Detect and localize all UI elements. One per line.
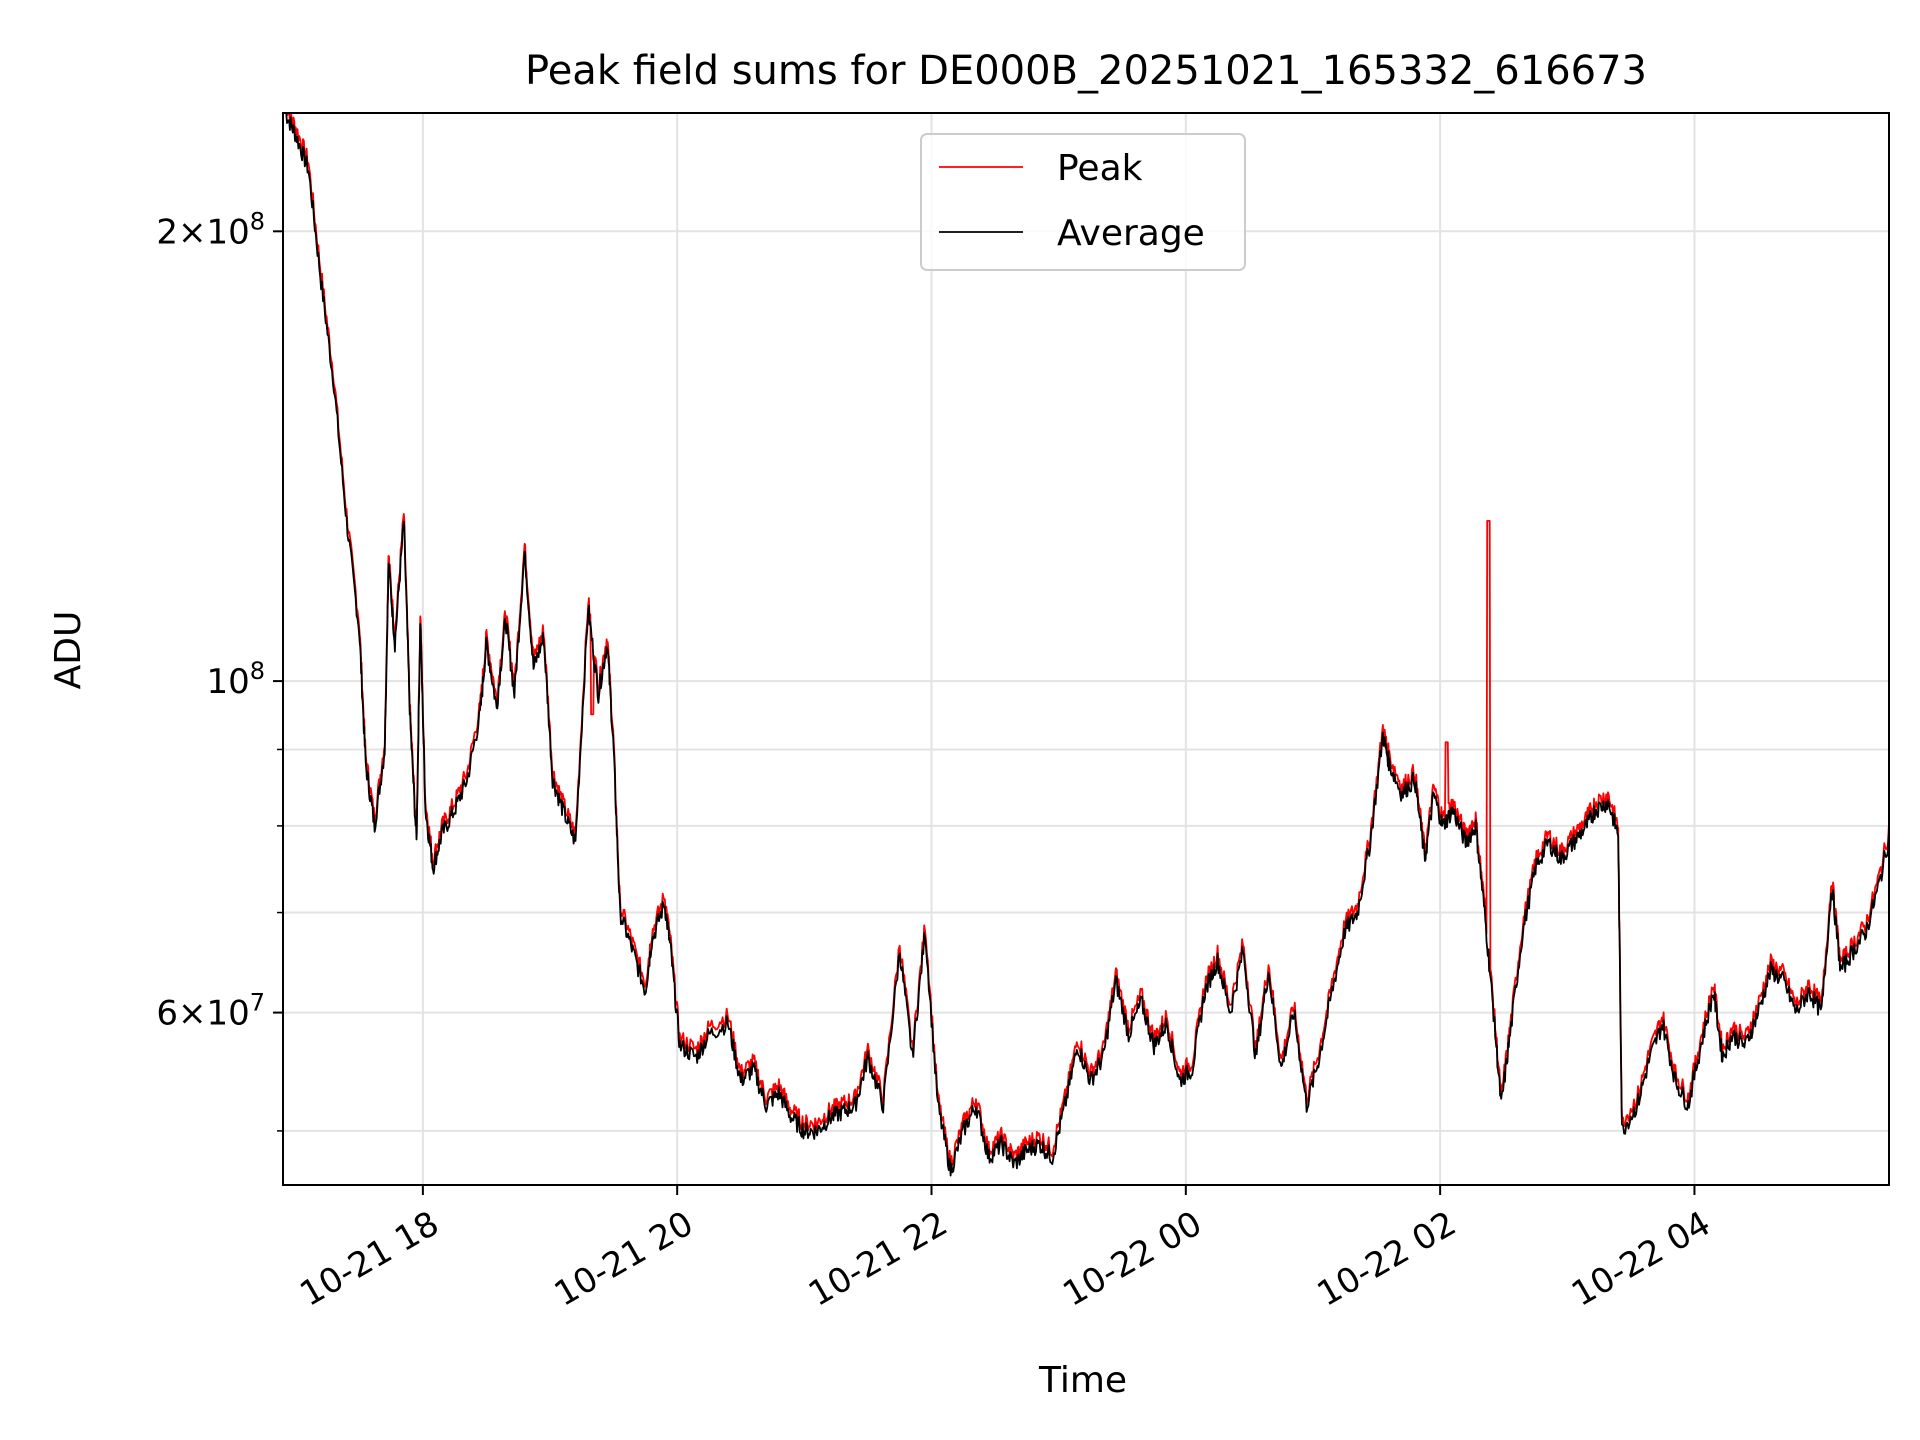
y-tick-coef: 2 [156, 212, 178, 252]
y-tick-label: 108 [206, 657, 265, 702]
legend-label-peak: Peak [1057, 148, 1143, 189]
y-tick-times-sign: × [178, 212, 207, 252]
legend-label-average: Average [1057, 213, 1205, 254]
y-tick-times-sign: × [178, 994, 207, 1034]
y-tick-coef: 6 [156, 994, 178, 1034]
y-tick-label: 2×108 [156, 207, 265, 252]
legend: Peak Average [920, 133, 1246, 271]
y-tick-exponent: 7 [250, 989, 265, 1017]
y-tick-exponent: 8 [250, 207, 265, 235]
plot-frame [282, 112, 1890, 1186]
grid [283, 113, 1889, 1185]
legend-box [920, 133, 1246, 271]
y-tick-label: 6×107 [156, 989, 265, 1034]
x-axis-label: Time [1038, 1360, 1127, 1401]
series-layer [285, 113, 1889, 1177]
y-tick-exponent: 8 [250, 657, 265, 685]
y-tick-base: 10 [206, 212, 249, 252]
y-tick-base: 10 [206, 994, 249, 1034]
chart-title: Peak field sums for DE000B_20251021_1653… [525, 48, 1647, 94]
y-tick-base: 10 [206, 662, 249, 702]
average-series-line [285, 113, 1889, 1177]
y-axis-label: ADU [48, 611, 89, 690]
